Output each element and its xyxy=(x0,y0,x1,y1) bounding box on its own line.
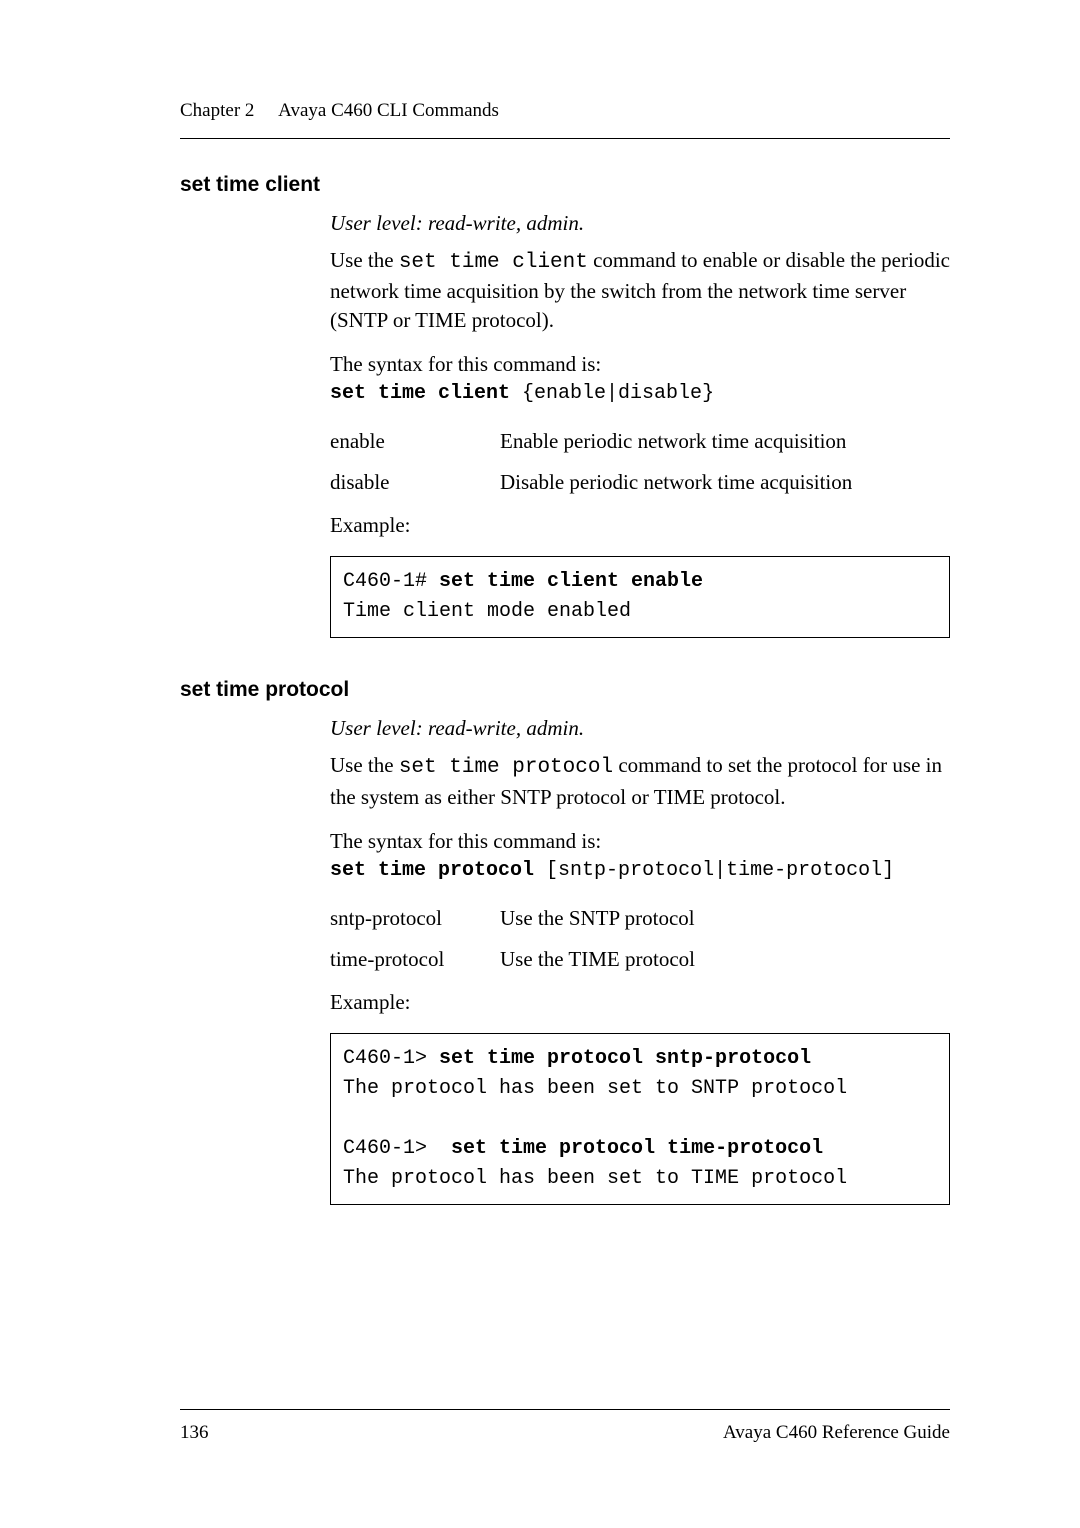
param-row: disable Disable periodic network time ac… xyxy=(330,470,950,495)
example-label: Example: xyxy=(330,513,950,538)
param-row: time-protocol Use the TIME protocol xyxy=(330,947,950,972)
description: Use the set time protocol command to set… xyxy=(330,751,950,811)
description: Use the set time client command to enabl… xyxy=(330,246,950,334)
syntax-line: set time protocol [sntp-protocol|time-pr… xyxy=(330,859,950,882)
section-body: User level: read-write, admin. Use the s… xyxy=(330,211,950,638)
section-title: set time client xyxy=(180,173,950,197)
running-head: Chapter 2 Avaya C460 CLI Commands xyxy=(180,100,950,122)
param-row: enable Enable periodic network time acqu… xyxy=(330,429,950,454)
header-rule xyxy=(180,138,950,139)
param-key: time-protocol xyxy=(330,947,500,972)
footer-row: 136 Avaya C460 Reference Guide xyxy=(180,1422,950,1444)
section-set-time-client: set time client User level: read-write, … xyxy=(180,173,950,638)
section-body: User level: read-write, admin. Use the s… xyxy=(330,716,950,1205)
param-val: Use the TIME protocol xyxy=(500,947,950,972)
chapter-label: Chapter 2 xyxy=(180,100,254,121)
param-val: Enable periodic network time acquisition xyxy=(500,429,950,454)
param-table: sntp-protocol Use the SNTP protocol time… xyxy=(330,906,950,972)
code-box: C460-1# set time client enable Time clie… xyxy=(330,556,950,638)
footer: 136 Avaya C460 Reference Guide xyxy=(180,1409,950,1444)
param-key: disable xyxy=(330,470,500,495)
page-number: 136 xyxy=(180,1422,209,1444)
syntax-intro: The syntax for this command is: xyxy=(330,350,950,378)
page: Chapter 2 Avaya C460 CLI Commands set ti… xyxy=(0,0,1080,1528)
inline-cmd: set time protocol xyxy=(399,756,613,779)
syntax-line: set time client {enable|disable} xyxy=(330,382,950,405)
chapter-title: Avaya C460 CLI Commands xyxy=(278,100,499,121)
user-level: User level: read-write, admin. xyxy=(330,211,950,236)
param-val: Use the SNTP protocol xyxy=(500,906,950,931)
param-val: Disable periodic network time acquisitio… xyxy=(500,470,950,495)
inline-cmd: set time client xyxy=(399,251,588,274)
param-row: sntp-protocol Use the SNTP protocol xyxy=(330,906,950,931)
footer-rule xyxy=(180,1409,950,1410)
param-key: sntp-protocol xyxy=(330,906,500,931)
doc-title: Avaya C460 Reference Guide xyxy=(723,1422,950,1444)
code-box: C460-1> set time protocol sntp-protocol … xyxy=(330,1033,950,1205)
user-level: User level: read-write, admin. xyxy=(330,716,950,741)
param-key: enable xyxy=(330,429,500,454)
section-title: set time protocol xyxy=(180,678,950,702)
syntax-intro: The syntax for this command is: xyxy=(330,827,950,855)
section-set-time-protocol: set time protocol User level: read-write… xyxy=(180,678,950,1205)
example-label: Example: xyxy=(330,990,950,1015)
param-table: enable Enable periodic network time acqu… xyxy=(330,429,950,495)
